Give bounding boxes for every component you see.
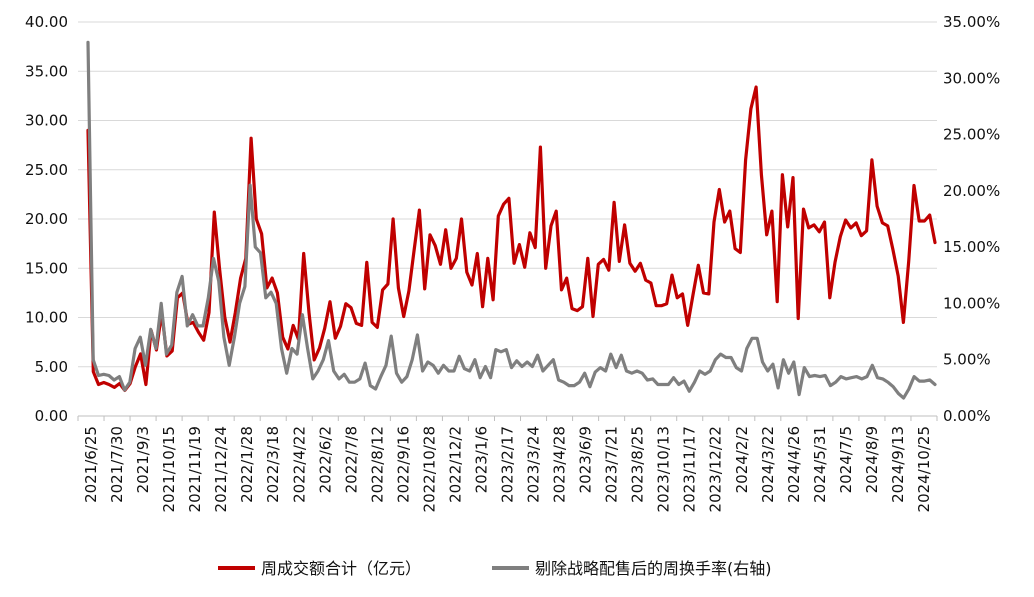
x-axis-tick-label: 2024/8/9 [863,426,881,493]
legend-label: 剔除战略配售后的周换手率(右轴) [535,559,772,578]
left-axis-tick-label: 35.00 [25,62,68,80]
x-axis-tick-label: 2023/3/24 [525,426,543,503]
x-axis-tick-label: 2022/7/8 [342,426,360,493]
left-axis-tick-label: 30.00 [25,112,68,130]
right-axis-tick-label: 10.00% [943,294,1000,312]
x-axis-tick-label: 2022/8/12 [368,426,386,503]
x-axis-tick-label: 2024/9/13 [889,426,907,503]
left-axis-tick-label: 5.00 [35,358,68,376]
x-axis-tick-label: 2024/7/5 [837,426,855,493]
x-axis-tick-label: 2022/6/2 [316,426,334,493]
x-axis-tick-label: 2023/10/13 [655,426,673,512]
x-axis-tick-label: 2024/4/26 [785,426,803,503]
x-axis-tick-label: 2024/10/25 [915,426,933,512]
right-axis-tick-label: 0.00% [943,407,991,425]
x-axis-tick-label: 2021/7/30 [108,426,126,503]
right-axis-tick-label: 30.00% [943,69,1000,87]
gridlines [78,21,937,368]
x-axis-tick-label: 2022/4/22 [290,426,308,503]
x-axis-tick-label: 2022/3/18 [264,426,282,503]
left-axis-tick-label: 20.00 [25,210,68,228]
x-axis-tick-label: 2021/11/19 [186,426,204,512]
right-axis-tick-label: 20.00% [943,182,1000,200]
x-axis-tick-label: 2024/3/22 [759,426,777,503]
x-axis-tick-label: 2022/1/28 [238,426,256,503]
x-axis-tick-label: 2023/2/17 [499,426,517,503]
left-axis-tick-label: 40.00 [25,13,68,31]
left-axis-tick-label: 10.00 [25,309,68,327]
series-line-weekly-turnover [86,85,937,392]
x-axis-tick-label: 2022/9/16 [394,426,412,503]
x-axis-tick-label: 2024/5/31 [811,426,829,503]
x-axis-tick-label: 2021/6/25 [82,426,100,503]
right-axis-tick-label: 5.00% [943,351,991,369]
x-axis-tick-label: 2023/1/6 [472,426,490,493]
legend: 周成交额合计（亿元） 剔除战略配售后的周换手率(右轴) [218,559,772,578]
left-axis-tick-label: 15.00 [25,259,68,277]
x-axis-tick-label: 2023/12/22 [707,426,725,512]
right-axis-tick-label: 25.00% [943,126,1000,144]
x-axis-tick-label: 2022/12/2 [446,426,464,503]
x-axis-tick-label: 2021/9/3 [134,426,152,493]
x-axis-tick-label: 2021/10/15 [160,426,178,512]
x-axis-tick-label: 2023/8/25 [629,426,647,503]
right-axis-tick-label: 15.00% [943,238,1000,256]
x-axis-tick-label: 2023/11/17 [681,426,699,512]
series-lines [86,40,937,400]
left-axis-tick-label: 25.00 [25,161,68,179]
x-axis-tick-label: 2023/6/9 [577,426,595,493]
x-axis-tick-label: 2021/12/24 [212,426,230,512]
axes: 0.00 5.00 10.00 15.00 20.00 25.00 30.00 35.00 40… [25,13,1000,512]
x-axis-tick-label: 2022/10/28 [420,426,438,512]
x-axis-tick-label: 2023/4/28 [551,426,569,503]
right-axis-tick-label: 35.00% [943,13,1000,31]
x-axis-tick-label: 2024/2/2 [733,426,751,493]
left-axis-tick-label: 0.00 [35,407,68,425]
x-axis-tick-label: 2023/7/21 [603,426,621,503]
series-line-turnover-rate [86,40,937,400]
legend-label: 周成交额合计（亿元） [261,559,421,578]
